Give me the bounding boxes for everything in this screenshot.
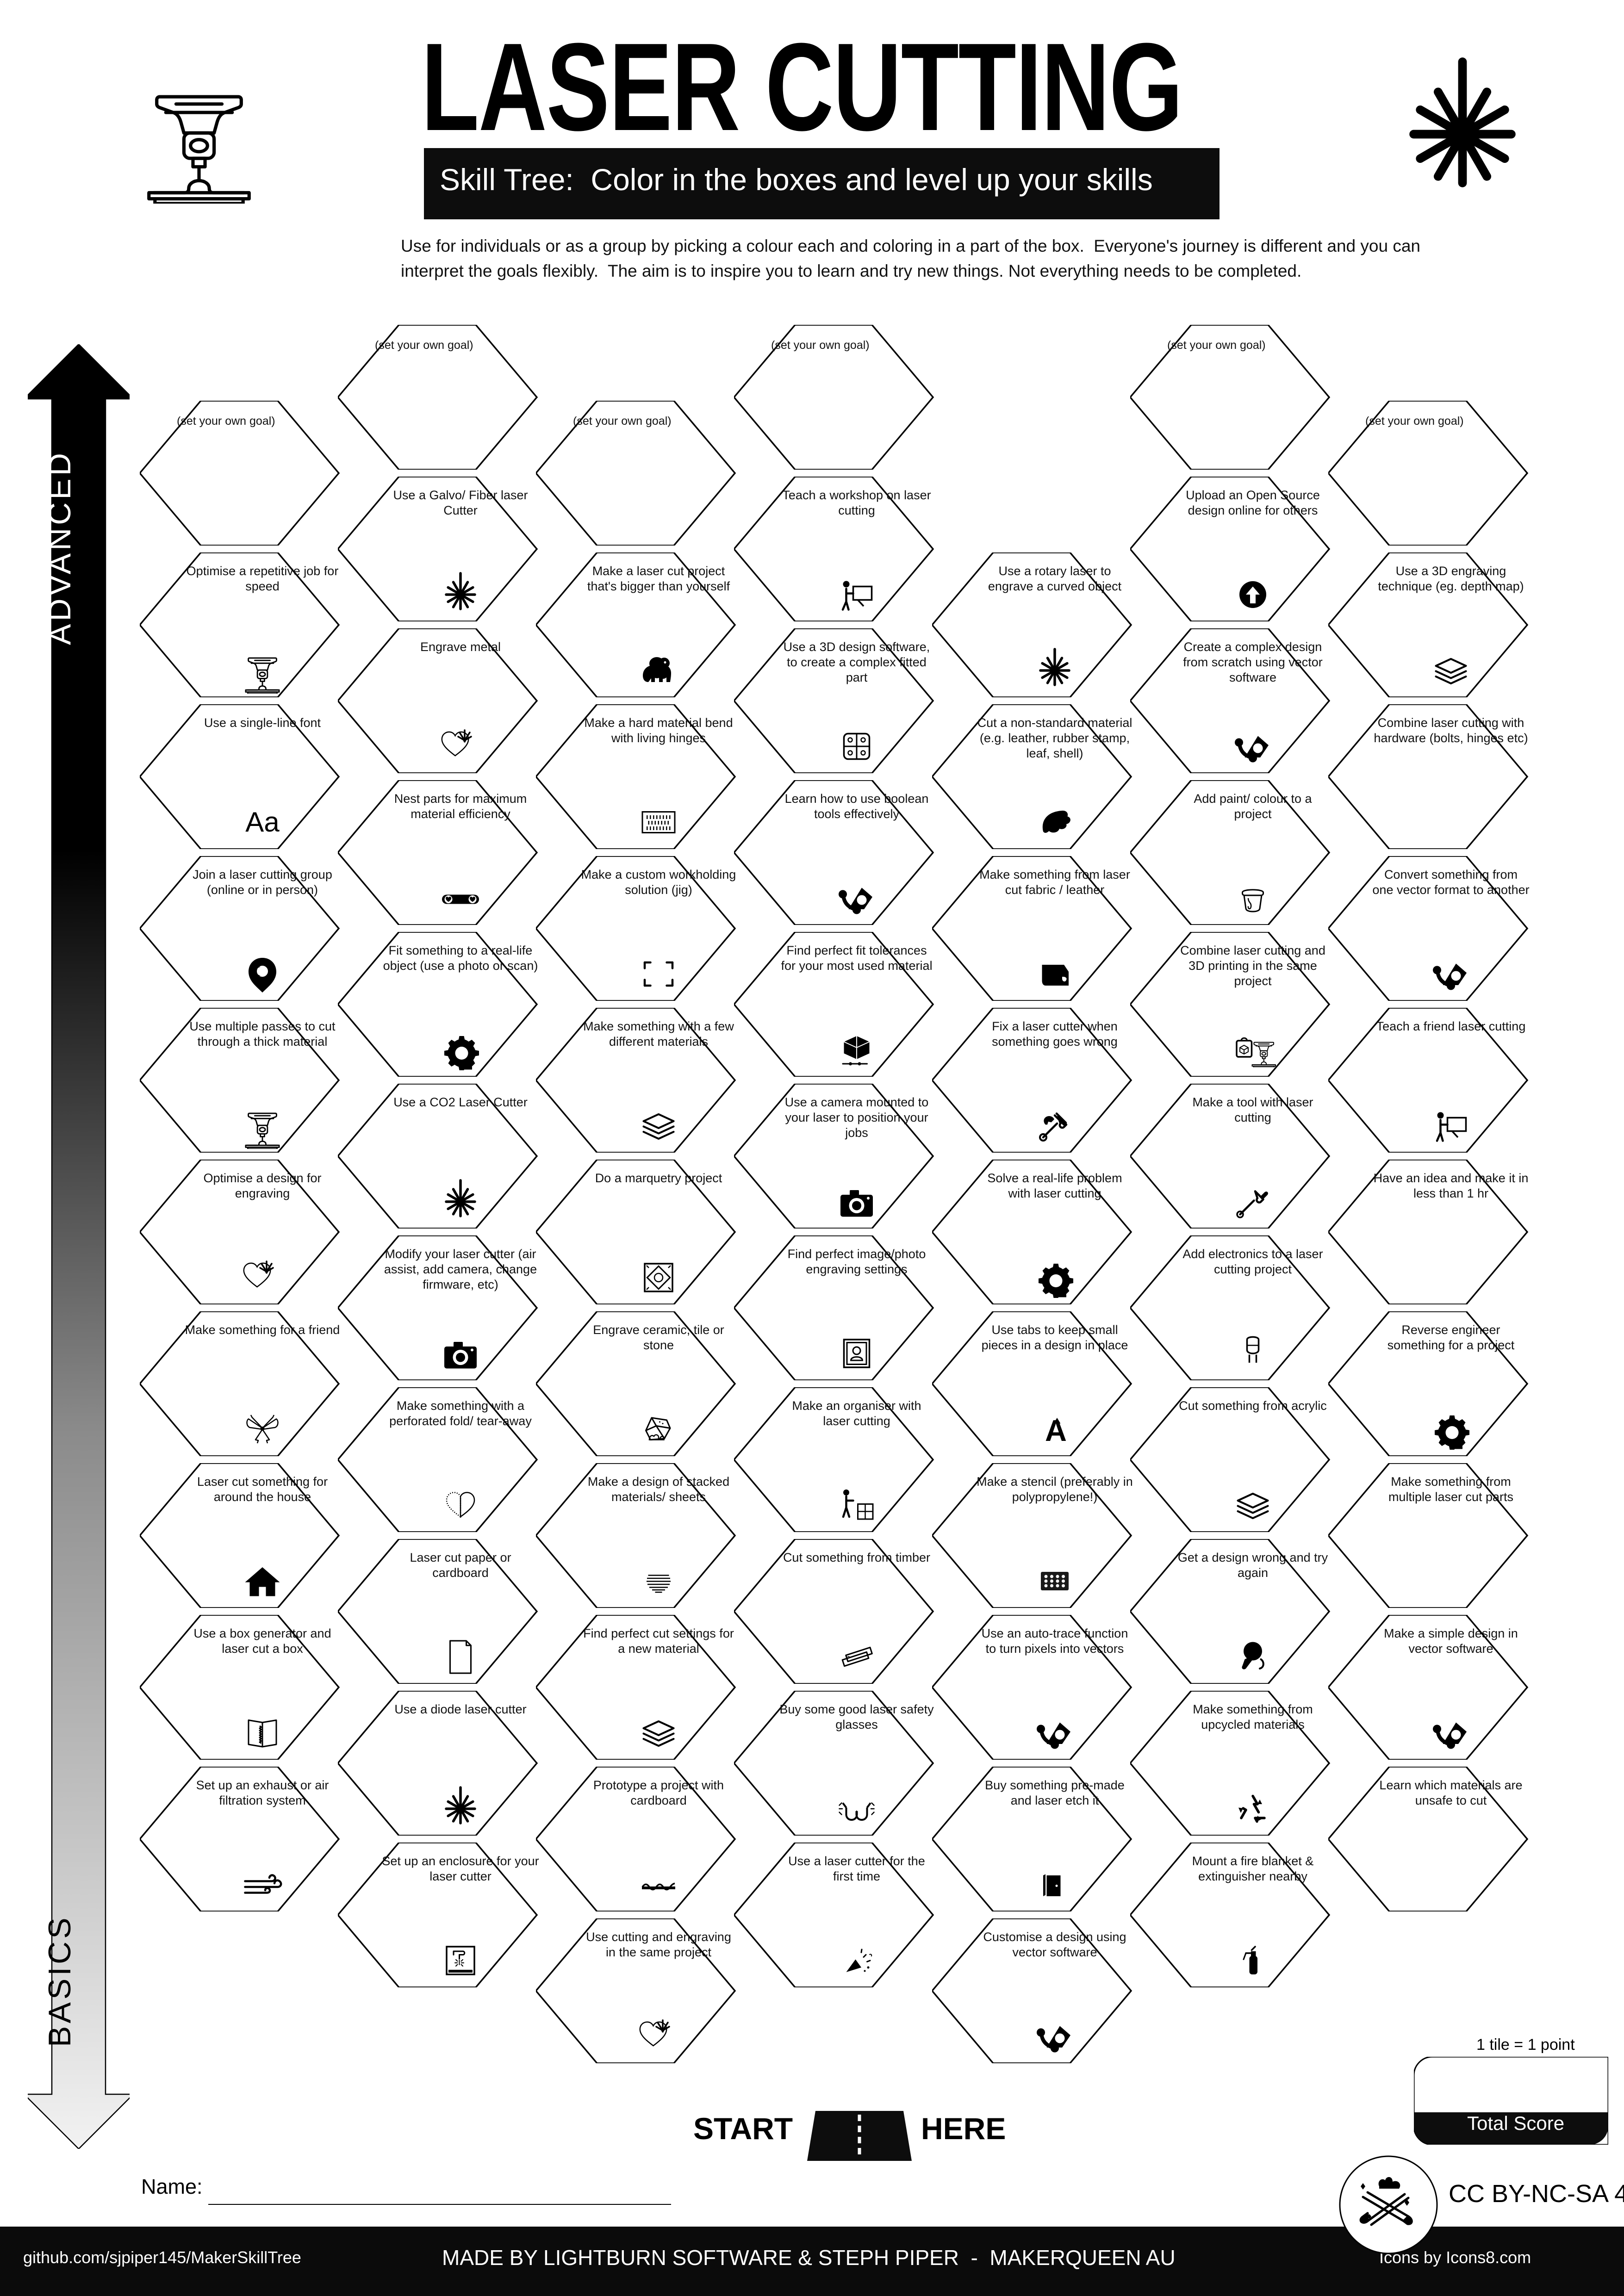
svg-text:BASICS: BASICS (42, 1915, 77, 2047)
svg-text:ADVANCED: ADVANCED (42, 450, 77, 645)
